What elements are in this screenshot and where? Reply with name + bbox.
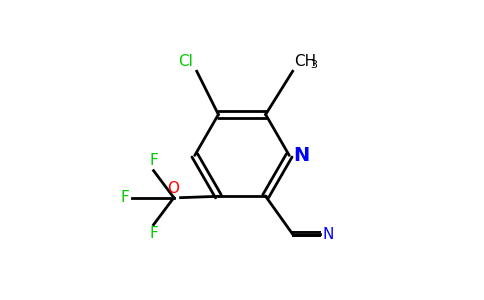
- Text: 3: 3: [310, 60, 317, 70]
- Text: F: F: [149, 153, 158, 168]
- Text: O: O: [167, 181, 179, 196]
- Text: F: F: [121, 190, 130, 205]
- Text: CH: CH: [294, 54, 316, 69]
- Text: Cl: Cl: [178, 54, 193, 69]
- Text: F: F: [149, 226, 158, 241]
- Text: N: N: [322, 226, 333, 242]
- Text: N: N: [293, 146, 310, 165]
